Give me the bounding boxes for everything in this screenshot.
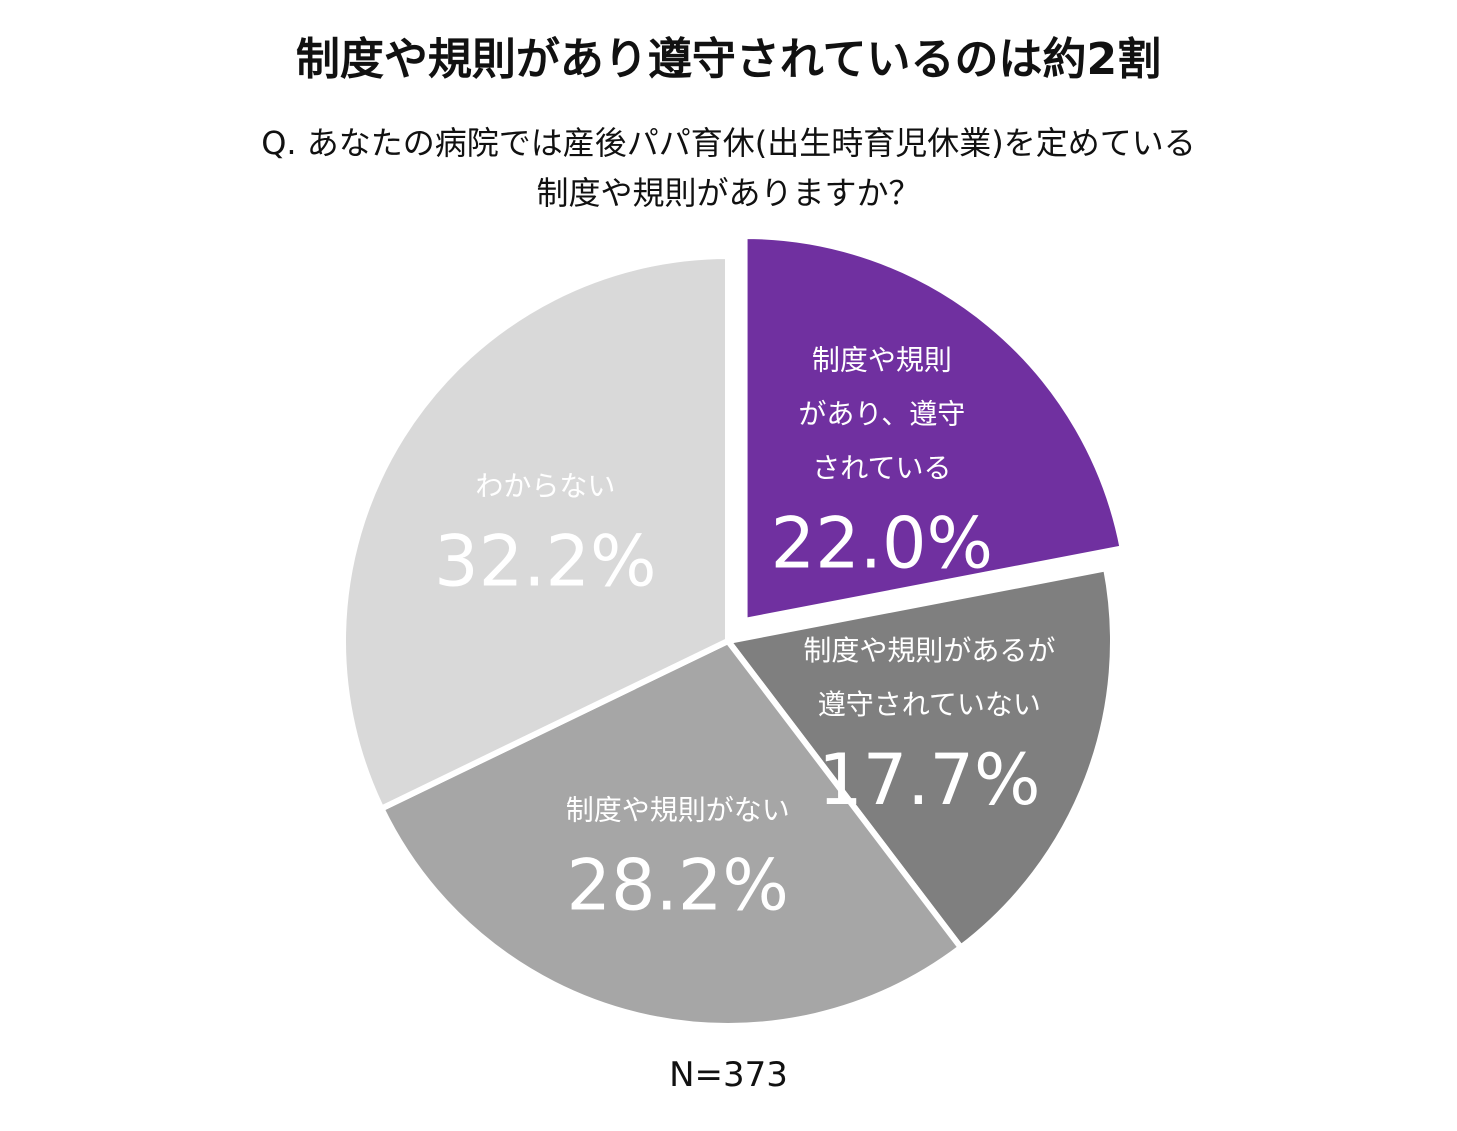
slice-value-3: 32.2% bbox=[434, 520, 656, 602]
question-line-1: Q. あなたの病院では産後パパ育休(出生時育児休業)を定めている bbox=[261, 124, 1196, 162]
slice-label-1-line-0: 制度や規則があるが bbox=[803, 634, 1055, 667]
slice-value-0: 22.0% bbox=[771, 503, 993, 585]
chart-question: Q. あなたの病院では産後パパ育休(出生時育児休業)を定めている 制度や規則があ… bbox=[0, 118, 1457, 218]
slice-label-0-line-2: されている bbox=[812, 452, 951, 485]
slice-label-0-line-0: 制度や規則 bbox=[812, 344, 952, 377]
slice-label-3-line-0: わからない bbox=[475, 469, 615, 502]
slice-label-1-line-1: 遵守されていない bbox=[818, 688, 1041, 721]
question-line-2: 制度や規則がありますか？ bbox=[536, 174, 921, 212]
slice-value-2: 28.2% bbox=[567, 845, 789, 927]
slice-label-0-line-1: があり、遵守 bbox=[798, 398, 965, 431]
pie-slice-3 bbox=[340, 253, 731, 812]
sample-size-note: N=373 bbox=[669, 1055, 788, 1095]
slice-value-1: 17.7% bbox=[818, 739, 1040, 821]
pie-slice-1 bbox=[725, 565, 1116, 951]
slice-label-2-line-0: 制度や規則がない bbox=[566, 794, 790, 827]
pie-slices bbox=[340, 232, 1126, 1029]
pie-slice-0 bbox=[741, 232, 1126, 624]
pie-slice-2 bbox=[378, 638, 964, 1029]
chart-title: 制度や規則があり遵守されているのは約2割 bbox=[295, 34, 1162, 85]
